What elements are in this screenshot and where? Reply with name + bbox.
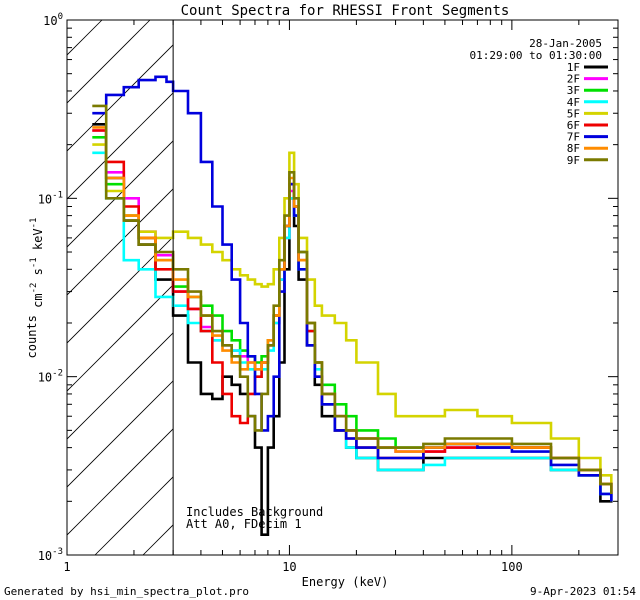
legend-label: 3F	[567, 84, 580, 97]
legend-label: 1F	[567, 61, 580, 74]
series-line-2F	[92, 129, 613, 502]
annotation-attenuator: Att A0, FDecim 1	[186, 517, 302, 531]
legend-label: 4F	[567, 96, 580, 109]
hatch-line	[67, 380, 174, 488]
hatched-region	[67, 20, 640, 555]
y-tick-label: 10-1	[38, 190, 63, 206]
x-tick-label: 10	[282, 560, 296, 574]
hatch-line	[623, 20, 640, 555]
x-axis-label: Energy (keV)	[302, 575, 389, 589]
hatch-line	[67, 188, 174, 296]
annotation-background: Includes Background	[186, 505, 323, 519]
hatch-line	[67, 428, 174, 536]
hatch-line	[67, 92, 174, 200]
header-date: 28-Jan-2005	[529, 37, 602, 50]
series-line-5F	[92, 143, 613, 484]
hatch-line	[67, 20, 103, 56]
hatch-line	[67, 284, 174, 392]
footer-timestamp: 9-Apr-2023 01:54	[530, 585, 636, 598]
legend-label: 6F	[567, 119, 580, 132]
series-line-8F	[92, 126, 613, 494]
legend-label: 7F	[567, 131, 580, 144]
legend-label: 9F	[567, 154, 580, 167]
header-time-range: 01:29:00 to 01:30:00	[470, 49, 602, 62]
legend-label: 5F	[567, 107, 580, 120]
hatch-line	[67, 140, 174, 248]
hatch-line	[67, 332, 174, 440]
hatch-line	[67, 44, 174, 152]
x-tick-label: 100	[501, 560, 523, 574]
series-lines	[92, 75, 613, 536]
chart-title: Count Spectra for RHESSI Front Segments	[181, 3, 510, 19]
footer-generated-by: Generated by hsi_min_spectra_plot.pro	[4, 585, 250, 598]
hatch-line	[142, 524, 174, 555]
y-tick-label: 100	[43, 12, 63, 28]
series-line-9F	[92, 104, 613, 494]
series-line-7F	[92, 75, 613, 502]
plot-frame	[66, 19, 619, 556]
axis-ticks	[66, 19, 619, 556]
hatch-line	[479, 20, 640, 555]
y-tick-label: 10-2	[38, 369, 63, 385]
series-line-4F	[92, 151, 613, 502]
x-tick-labels: 1 10 100	[63, 560, 522, 574]
y-tick-labels: 10-3 10-2 10-1 100	[38, 12, 63, 563]
series-line-1F	[92, 123, 613, 536]
legend-label: 2F	[567, 73, 580, 86]
legend-label: 8F	[567, 142, 580, 155]
y-tick-label: 10-3	[38, 547, 63, 563]
hatch-line	[67, 236, 174, 344]
x-tick-label: 1	[63, 560, 70, 574]
y-axis-label: counts cm-2 s-1 keV-1	[25, 218, 45, 359]
series-line-3F	[92, 136, 613, 494]
